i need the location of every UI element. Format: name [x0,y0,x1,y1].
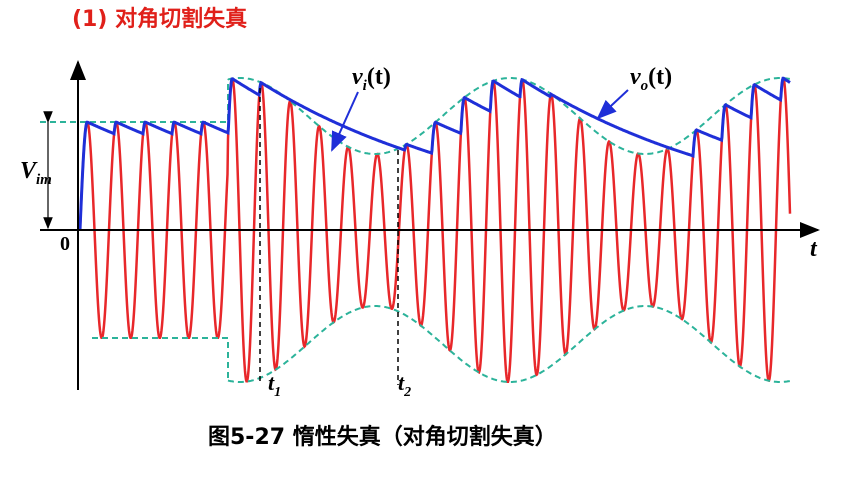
heading: (1) 对角切割失真 [72,6,247,32]
vo-sub: o [641,78,649,94]
caption: 图5-27 惰性失真（对角切割失真） [208,424,557,450]
waveforms [40,76,792,383]
vi-main: v [352,64,363,90]
envelope-bottom [92,305,791,383]
t2-sub: 2 [403,385,411,400]
t2-main: t [398,370,405,395]
vo-rest: (t) [648,64,672,90]
vi-pointer [331,91,359,152]
t-axis-label: t [810,236,818,262]
vi-sub: i [363,78,368,94]
output-wave [78,76,791,231]
vo-label: vo(t) [630,64,672,94]
vo-main: v [630,64,641,90]
vi-rest: (t) [367,64,391,90]
vi-label: vi(t) [352,64,391,94]
vim-main: V [20,158,38,184]
vim-label: Vim [20,158,52,188]
t1-label: t1 [268,370,281,400]
vim-sub: im [36,172,52,188]
envelope-top [40,77,791,155]
t1-sub: 1 [274,385,281,400]
vo-pointer [596,89,629,120]
t2-label: t2 [398,370,411,400]
t1-main: t [268,370,275,395]
origin-label: 0 [60,233,70,255]
